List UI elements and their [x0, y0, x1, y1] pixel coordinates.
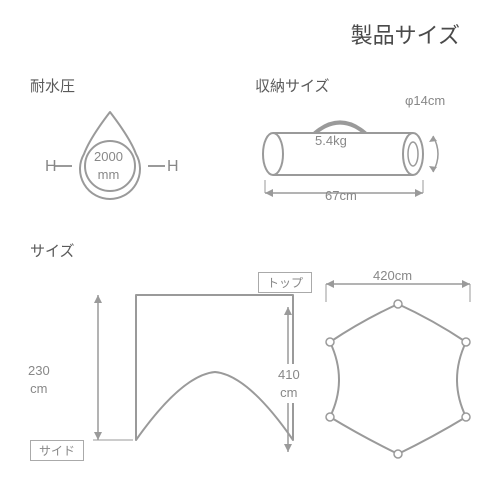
waterproof-left-h: H	[45, 158, 57, 175]
storage-panel: 収納サイズ φ14cm 5.4kg 67cm	[255, 75, 465, 223]
side-height: 230	[28, 363, 50, 378]
top-height: 410	[278, 367, 300, 382]
storage-diameter: φ14cm	[405, 93, 445, 108]
side-height-unit: cm	[30, 381, 47, 396]
waterproof-panel: 耐水圧 H H 2000 mm	[30, 75, 190, 219]
waterproof-value: 2000	[94, 149, 123, 164]
size-label: サイズ	[30, 240, 75, 261]
storage-length: 67cm	[325, 188, 357, 203]
top-height-unit: cm	[280, 385, 297, 400]
top-panel: トップ 420cm 410 cm	[258, 272, 312, 293]
waterproof-right-h: H	[167, 158, 179, 175]
side-box-label: サイド	[30, 440, 84, 461]
waterproof-unit: mm	[98, 167, 120, 182]
storage-weight: 5.4kg	[315, 133, 347, 148]
page-title: 製品サイズ	[351, 18, 460, 50]
storage-diagram	[255, 108, 465, 218]
top-width: 420cm	[373, 268, 412, 283]
waterproof-label: 耐水圧	[30, 75, 190, 96]
